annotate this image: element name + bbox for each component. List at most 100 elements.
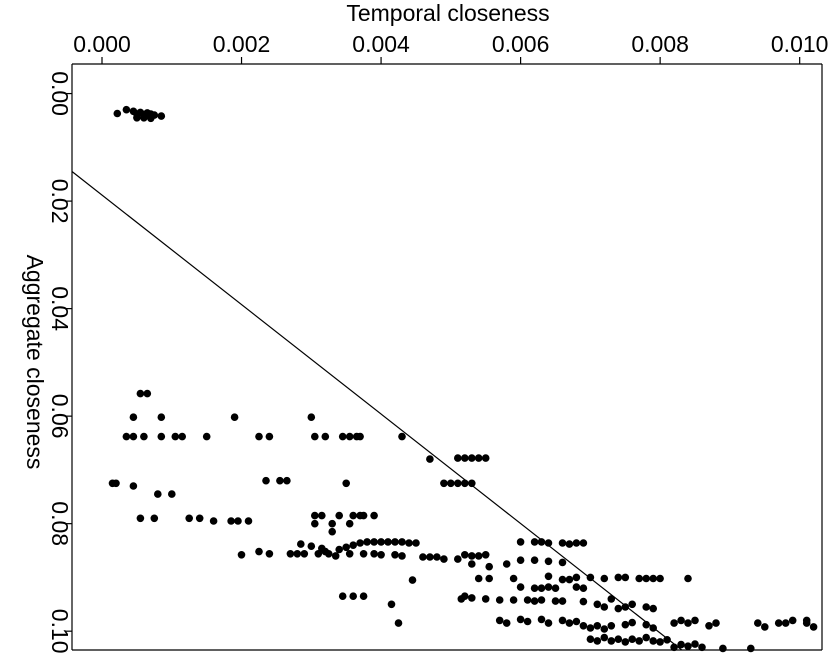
- data-point: [440, 479, 448, 488]
- data-point: [474, 454, 483, 462]
- data-point: [384, 538, 392, 546]
- data-point: [370, 550, 378, 558]
- data-point: [202, 432, 211, 441]
- data-point: [614, 573, 623, 582]
- data-point: [530, 556, 539, 564]
- y-tick-label: 0.00: [47, 71, 73, 116]
- data-point: [600, 603, 609, 611]
- data-point: [209, 517, 218, 525]
- data-point: [426, 553, 434, 561]
- data-point: [405, 539, 413, 547]
- data-point: [485, 574, 494, 583]
- data-point: [579, 622, 588, 630]
- data-point: [387, 600, 396, 609]
- data-point: [509, 596, 518, 604]
- data-point: [621, 620, 630, 629]
- data-point: [558, 539, 567, 547]
- data-point: [318, 511, 326, 520]
- data-point: [516, 538, 525, 546]
- data-point: [705, 622, 713, 630]
- data-point: [565, 540, 574, 548]
- y-tick-label: 0.04: [47, 286, 73, 331]
- data-point: [398, 538, 406, 546]
- data-points: [108, 105, 818, 653]
- data-point: [157, 432, 166, 441]
- data-point: [586, 624, 595, 632]
- data-point: [544, 539, 553, 547]
- data-point: [447, 479, 455, 488]
- data-point: [133, 114, 141, 122]
- data-point: [572, 617, 581, 626]
- data-point: [600, 625, 609, 633]
- data-point: [157, 413, 166, 422]
- data-point: [244, 517, 253, 525]
- data-point: [454, 454, 462, 462]
- data-point: [136, 389, 145, 398]
- data-point: [468, 479, 476, 488]
- data-point: [670, 619, 678, 627]
- data-point: [781, 619, 790, 627]
- data-point: [122, 105, 131, 114]
- data-point: [495, 616, 504, 625]
- data-point: [255, 432, 263, 441]
- data-point: [230, 413, 239, 422]
- data-point: [621, 603, 630, 611]
- x-tick-label: 0.002: [213, 31, 271, 57]
- data-point: [331, 552, 340, 560]
- data-point: [314, 550, 323, 558]
- data-point: [147, 114, 155, 123]
- data-point: [600, 574, 609, 583]
- data-point: [113, 109, 122, 118]
- data-point: [530, 597, 539, 605]
- data-point: [579, 597, 588, 606]
- data-point: [398, 432, 406, 441]
- data-point: [593, 637, 602, 645]
- data-point: [677, 616, 685, 625]
- data-point: [398, 552, 406, 560]
- data-point: [433, 553, 441, 561]
- data-point: [593, 622, 602, 630]
- data-point: [140, 432, 148, 441]
- data-point: [143, 389, 152, 398]
- data-point: [255, 547, 263, 556]
- y-tick-label: 0.10: [47, 609, 73, 654]
- data-point: [426, 455, 434, 463]
- data-point: [377, 538, 385, 546]
- data-point: [311, 519, 319, 528]
- data-point: [509, 574, 518, 583]
- data-point: [495, 596, 504, 604]
- data-point: [454, 479, 462, 488]
- data-point: [342, 543, 351, 552]
- data-point: [544, 557, 553, 566]
- data-point: [607, 595, 616, 603]
- data-point: [754, 619, 762, 627]
- data-point: [614, 635, 623, 643]
- data-point: [412, 539, 420, 547]
- data-point: [356, 539, 364, 547]
- data-point: [481, 454, 490, 462]
- data-point: [788, 616, 797, 625]
- data-point: [712, 619, 720, 627]
- data-point: [635, 637, 643, 645]
- data-point: [474, 552, 483, 560]
- data-point: [649, 637, 657, 645]
- data-point: [691, 616, 699, 625]
- data-point: [276, 476, 284, 485]
- data-point: [565, 619, 574, 627]
- data-point: [293, 550, 302, 558]
- data-point: [635, 574, 643, 583]
- y-tick-label: 0.08: [47, 501, 73, 546]
- data-point: [516, 583, 525, 591]
- data-point: [628, 618, 636, 627]
- data-point: [516, 556, 525, 564]
- data-point: [481, 551, 490, 559]
- data-point: [408, 576, 417, 584]
- x-tick-label: 0.010: [771, 31, 829, 57]
- data-point: [136, 514, 145, 523]
- data-point: [265, 550, 274, 558]
- data-point: [297, 540, 305, 548]
- data-point: [129, 413, 138, 422]
- data-point: [237, 551, 246, 559]
- data-point: [394, 619, 403, 627]
